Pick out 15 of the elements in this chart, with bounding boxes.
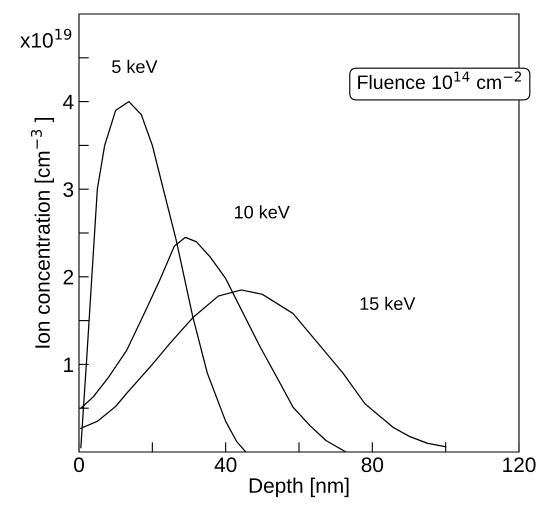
y-axis-title: Ion concentration [cm$^{−3}$ ]: [30, 118, 54, 348]
text: 10 keV: [234, 205, 290, 219]
annotation: Fluence 10$^{14}$ cm$^{−2}$: [358, 71, 522, 90]
y-tick-label: 4: [63, 94, 74, 110]
x-axis-title: Depth [nm]: [250, 478, 348, 498]
x-tick-label: 40: [214, 457, 236, 472]
text: 15 keV: [360, 296, 416, 310]
y-tick-label: 3: [63, 182, 74, 197]
y-tick-label: 2: [64, 270, 74, 284]
y-tick-label: 1: [64, 358, 74, 372]
x-tick-label: 120: [503, 457, 536, 472]
text: x10$^{19}$: [20, 28, 72, 48]
series-label: 5 keV: [112, 60, 158, 74]
x-tick-label: 0: [74, 457, 84, 472]
x-tick-label: 80: [362, 457, 384, 472]
